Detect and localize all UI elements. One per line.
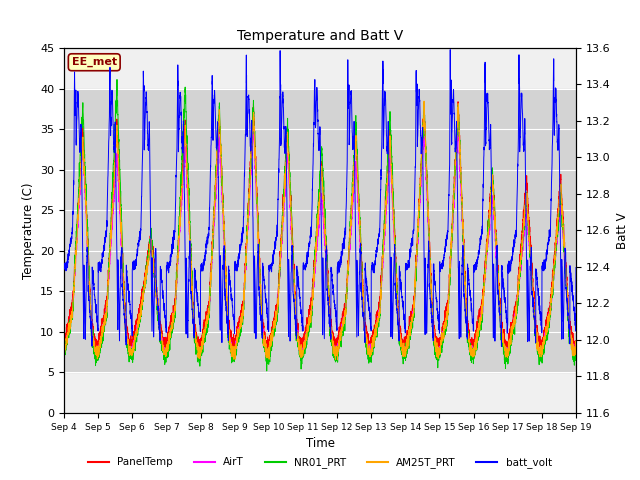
Y-axis label: Batt V: Batt V xyxy=(616,212,629,249)
Title: Temperature and Batt V: Temperature and Batt V xyxy=(237,29,403,43)
Bar xyxy=(64,88,576,372)
Legend: PanelTemp, AirT, NR01_PRT, AM25T_PRT, batt_volt: PanelTemp, AirT, NR01_PRT, AM25T_PRT, ba… xyxy=(84,453,556,472)
Y-axis label: Temperature (C): Temperature (C) xyxy=(22,182,35,279)
X-axis label: Time: Time xyxy=(305,437,335,450)
Text: EE_met: EE_met xyxy=(72,57,117,67)
